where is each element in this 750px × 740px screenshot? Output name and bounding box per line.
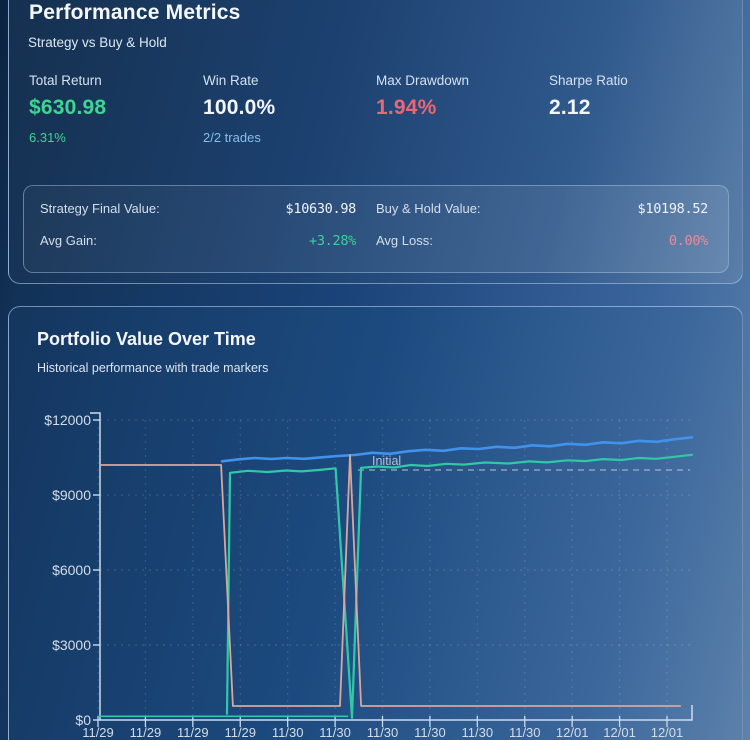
strategy-final-value: $10630.98 xyxy=(285,201,357,217)
stat-value: 100.0% xyxy=(203,96,276,119)
buy-hold-value-label: Buy & Hold Value: xyxy=(376,201,481,216)
summary-row: Avg Gain: +3.28% Avg Loss: 0.00% xyxy=(40,233,708,249)
page-subtitle: Strategy vs Buy & Hold xyxy=(28,35,167,50)
chart-title: Portfolio Value Over Time xyxy=(37,329,256,349)
stat-total-return: Total Return $630.98 6.31% xyxy=(29,73,197,145)
summary-panel: Strategy Final Value: $10630.98 Buy & Ho… xyxy=(23,185,729,273)
buy-hold-value: $10198.52 xyxy=(637,201,709,217)
stat-max-drawdown: Max Drawdown 1.94% xyxy=(376,73,544,120)
avg-loss-label: Avg Loss: xyxy=(376,233,433,248)
avg-loss-value: 0.00% xyxy=(668,233,708,249)
chart-subtitle: Historical performance with trade marker… xyxy=(37,361,269,375)
stat-label: Total Return xyxy=(29,73,102,88)
stat-label: Win Rate xyxy=(203,73,259,88)
page-title: Performance Metrics xyxy=(29,1,241,24)
summary-row: Strategy Final Value: $10630.98 Buy & Ho… xyxy=(40,201,708,217)
strategy-final-value-label: Strategy Final Value: xyxy=(40,201,160,216)
stat-sub: 2/2 trades xyxy=(203,130,261,145)
avg-gain-label: Avg Gain: xyxy=(40,233,97,248)
stat-sub: 6.31% xyxy=(29,130,66,145)
portfolio-chart-card: Portfolio Value Over Time Historical per… xyxy=(8,306,743,740)
stat-label: Max Drawdown xyxy=(376,73,470,88)
performance-metrics-card: Performance Metrics Strategy vs Buy & Ho… xyxy=(8,0,743,284)
stat-label: Sharpe Ratio xyxy=(549,73,628,88)
stat-value: 1.94% xyxy=(376,96,437,119)
stat-value: $630.98 xyxy=(29,96,107,119)
avg-gain-value: +3.28% xyxy=(309,233,356,249)
stat-value: 2.12 xyxy=(549,96,591,119)
stat-win-rate: Win Rate 100.0% 2/2 trades xyxy=(203,73,371,145)
stat-sharpe-ratio: Sharpe Ratio 2.12 xyxy=(549,73,717,120)
